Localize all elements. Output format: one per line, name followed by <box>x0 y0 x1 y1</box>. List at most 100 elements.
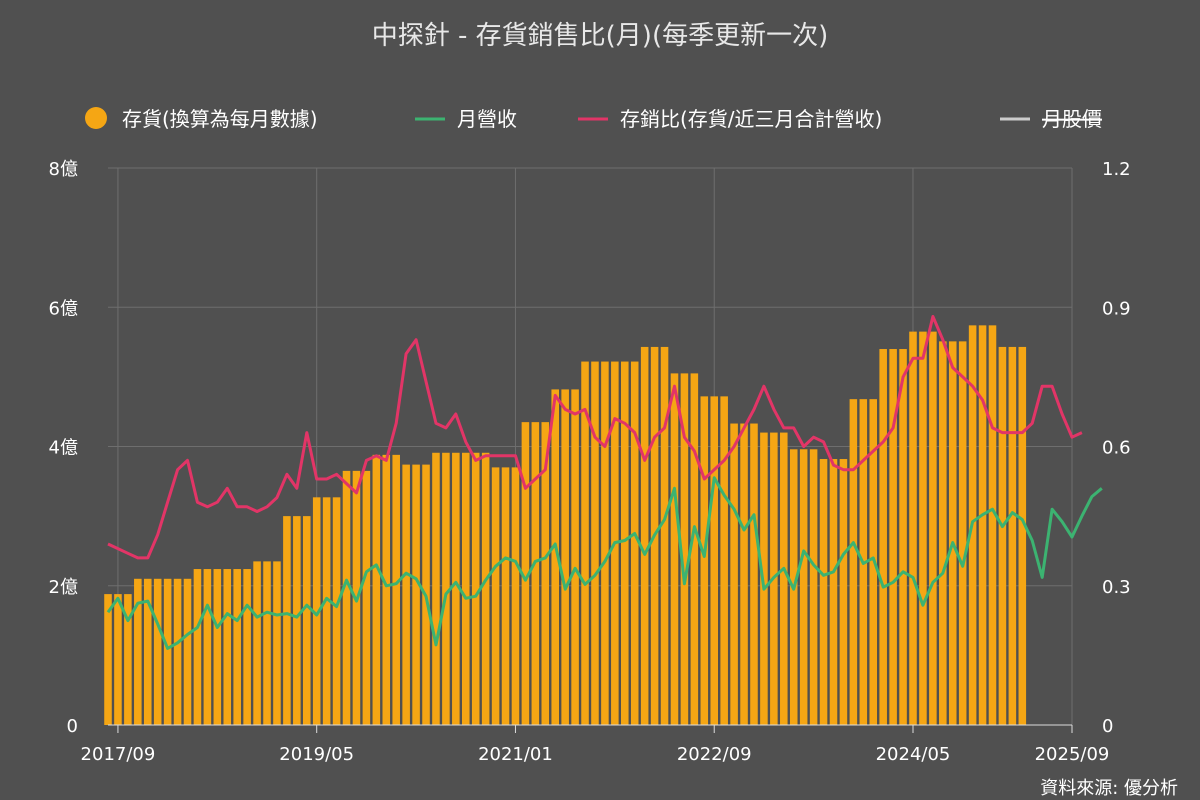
inventory-bar <box>939 341 947 725</box>
inventory-bar <box>919 331 927 725</box>
inventory-bar <box>780 432 788 725</box>
inventory-bar <box>273 561 281 725</box>
inventory-bar <box>591 361 599 725</box>
inventory-bar <box>551 389 559 725</box>
x-tick-label: 2022/09 <box>677 744 752 765</box>
inventory-bar <box>561 389 569 725</box>
y-right-tick-label: 0 <box>1102 716 1113 737</box>
inventory-bar <box>630 361 639 725</box>
inventory-bar <box>740 423 748 725</box>
inventory-bar <box>124 594 132 725</box>
inventory-bar <box>114 594 122 725</box>
inventory-bar <box>193 569 202 725</box>
inventory-bar <box>819 459 828 725</box>
inventory-bar <box>183 578 192 725</box>
inventory-bar <box>442 452 450 725</box>
inventory-bar <box>481 452 490 725</box>
inventory-bar <box>213 569 222 725</box>
x-tick-label: 2021/01 <box>478 744 553 765</box>
inventory-bar <box>312 497 321 725</box>
inventory-bar <box>998 346 1007 725</box>
inventory-bar <box>501 467 510 725</box>
y-left-tick-label: 4億 <box>49 438 78 459</box>
inventory-bar <box>104 594 112 725</box>
inventory-bar <box>253 561 261 725</box>
legend-marker-dot <box>85 107 107 129</box>
inventory-bar <box>382 454 391 725</box>
inventory-bar <box>978 325 987 725</box>
inventory-bar <box>283 516 291 725</box>
inventory-bar <box>322 497 331 725</box>
inventory-bar <box>412 464 420 725</box>
inventory-bar <box>988 325 997 725</box>
legend-label: 月營收 <box>457 107 517 131</box>
legend-label: 存銷比(存貨/近三月合計營收) <box>620 107 882 131</box>
legend: 存貨(換算為每月數據) 月營收 存銷比(存貨/近三月合計營收) 月股價 <box>85 107 1102 131</box>
inventory-bar <box>153 578 162 725</box>
inventory-bar <box>571 389 579 725</box>
inventory-bar <box>223 569 232 725</box>
inventory-bar <box>521 422 530 725</box>
inventory-bar <box>143 578 152 725</box>
inventory-bar <box>799 449 808 725</box>
y-left-tick-label: 8億 <box>49 159 78 180</box>
inventory-bar <box>511 467 520 725</box>
inventory-bar <box>372 454 381 725</box>
inventory-bar <box>263 561 271 725</box>
inventory-bar <box>958 341 967 725</box>
x-tick-label: 2024/05 <box>876 744 951 765</box>
inventory-bar <box>948 341 957 725</box>
inventory-bar <box>839 459 848 725</box>
chart-title: 中探針 - 存貨銷售比(月)(每季更新一次) <box>372 21 829 51</box>
inventory-bar <box>700 396 709 725</box>
inventory-bar <box>660 346 669 725</box>
y-right-tick-label: 0.9 <box>1102 298 1131 319</box>
inventory-bar <box>809 449 818 725</box>
inventory-bar <box>621 361 629 725</box>
inventory-bar <box>461 452 470 725</box>
revenue-line <box>106 476 1103 650</box>
inventory-bar <box>581 361 589 725</box>
inventory-bar <box>293 516 301 725</box>
inventory-bar <box>750 423 758 725</box>
inventory-bar <box>491 467 500 725</box>
inventory-bar <box>899 349 907 725</box>
y-left-tick-label: 0 <box>67 716 78 737</box>
inventory-bar <box>541 422 550 725</box>
y-left-tick-label: 6億 <box>49 298 78 319</box>
inventory-bar <box>134 578 142 725</box>
inventory-bar <box>402 464 410 725</box>
inventory-bar <box>302 516 311 725</box>
inventory-bar <box>720 396 728 725</box>
x-tick-label: 2019/05 <box>279 744 354 765</box>
inventory-bar <box>680 373 689 725</box>
inventory-bar <box>829 459 838 725</box>
inventory-bar <box>471 452 480 725</box>
y-right-tick-label: 0.6 <box>1102 438 1131 459</box>
inventory-bar <box>640 346 649 725</box>
inventory-bar <box>452 452 460 725</box>
axes: 0 0 2億 0.3 4億 0.6 6億 0.9 8億 1.2 2017/09 2019/05 2021… <box>49 159 1131 765</box>
inventory-bar <box>1018 346 1027 725</box>
inventory-bar <box>690 373 699 725</box>
inventory-bar <box>342 470 351 725</box>
inventory-bar <box>432 452 440 725</box>
inventory-bar <box>1008 346 1017 725</box>
source-label: 資料來源: 優分析 <box>1040 778 1178 799</box>
legend-label: 月股價 <box>1042 107 1102 131</box>
series-lines <box>106 315 1103 650</box>
legend-label: 存貨(換算為每月數據) <box>122 107 318 131</box>
y-right-tick-label: 0.3 <box>1102 577 1131 598</box>
x-tick-label: 2017/09 <box>81 744 156 765</box>
inventory-bar <box>203 569 212 725</box>
inventory-bar <box>909 331 917 725</box>
inventory-bar <box>233 569 241 725</box>
inventory-bar <box>670 373 679 725</box>
inventory-bar <box>163 578 172 725</box>
inventory-sales-ratio-line <box>107 315 1083 560</box>
inventory-bar <box>929 331 937 725</box>
inventory-bar <box>730 423 738 725</box>
inventory-bar <box>879 349 887 725</box>
inventory-bar <box>601 361 609 725</box>
